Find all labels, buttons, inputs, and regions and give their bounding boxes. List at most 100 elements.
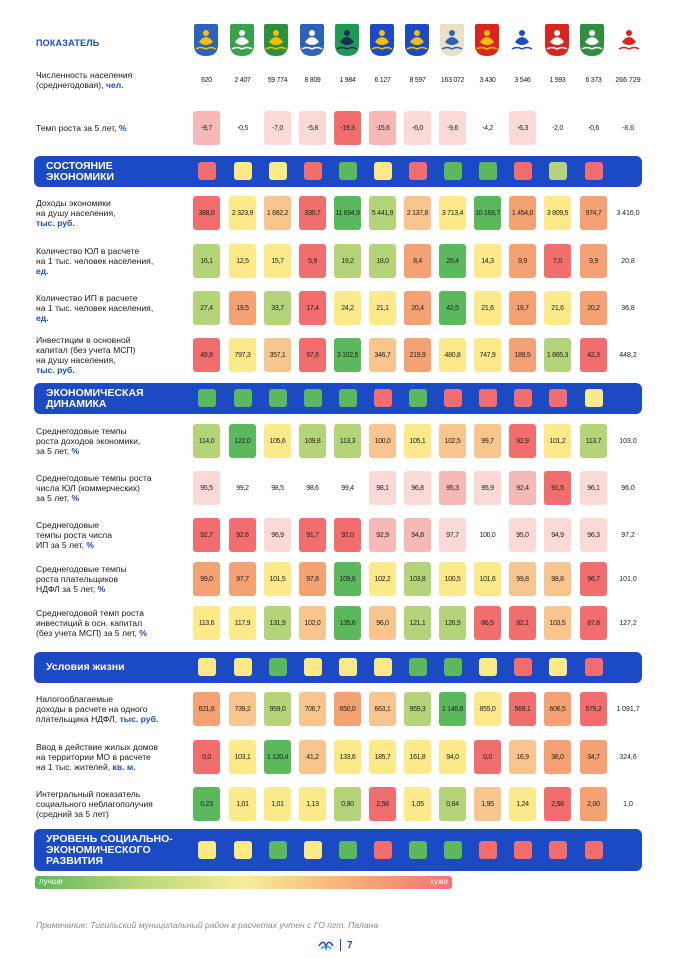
indicator-value-cell: -0,5 — [237, 124, 248, 132]
indicator-value-cell: 96,9 — [264, 518, 291, 552]
indicator-value-cell: 974,7 — [580, 196, 607, 230]
section-title: ЭКОНОМИЧЕСКАЯ ДИНАМИКА — [46, 387, 144, 410]
indicator-row-population: Численность населения (среднегодовая), ч… — [0, 63, 678, 97]
indicator-value-cell: 2 323,9 — [229, 196, 256, 230]
crest-8-icon — [440, 24, 464, 56]
indicator-value-cell: 163 072 — [440, 76, 465, 84]
indicator-value-cell: 121,1 — [404, 606, 431, 640]
indicator-value-cell: 10 168,7 — [474, 196, 501, 230]
indicator-row-taxable: Налогооблагаемые доходы в расчете на одн… — [0, 692, 678, 726]
indicator-value-cell: 113,6 — [193, 606, 220, 640]
indicator-value-cell: -7,0 — [264, 111, 291, 145]
indicator-unit: % — [69, 446, 80, 456]
section-rating-square — [339, 658, 357, 676]
indicator-value-cell: 94,8 — [404, 518, 431, 552]
indicator-value-cell: 3 546 — [514, 76, 531, 84]
indicator-value-cell: 1,05 — [404, 787, 431, 821]
indicator-value-cell: 621,6 — [193, 692, 220, 726]
section-rating-square — [479, 162, 497, 180]
indicator-value-cell: 161,8 — [404, 740, 431, 774]
indicator-label-text: Среднегодовые темпы роста числа ИП за 5 … — [36, 520, 112, 550]
section-rating-square — [479, 841, 497, 859]
crest-10-icon — [510, 24, 534, 56]
indicator-unit: ед. — [36, 313, 49, 323]
indicator-label: Налогооблагаемые доходы в расчете на одн… — [36, 694, 196, 724]
indicator-value-cell: 103,8 — [404, 562, 431, 596]
indicator-value-cell: 480,8 — [439, 338, 466, 372]
indicator-label-text: Ввод в действие жилых домов на территори… — [36, 742, 158, 772]
indicator-value-cell: 100,5 — [439, 562, 466, 596]
indicator-value-cell: 1,24 — [509, 787, 536, 821]
indicator-value-cell: 579,2 — [580, 692, 607, 726]
indicator-value-cell: 100,0 — [479, 531, 496, 539]
indicator-label: Количество ИП в расчете на 1 тыс. челове… — [36, 293, 196, 323]
indicator-value-cell: 97,6 — [299, 338, 326, 372]
section-title: Условия жизни — [46, 661, 125, 673]
indicator-value-cell: 99,2 — [236, 484, 249, 492]
indicator-value-cell: 1,13 — [299, 787, 326, 821]
indicator-value-cell: 105,6 — [264, 424, 291, 458]
indicator-unit: чел. — [103, 80, 124, 90]
section-rating-square — [514, 162, 532, 180]
indicator-value-cell: 1 146,6 — [439, 692, 466, 726]
indicator-value-cell: 20,2 — [580, 291, 607, 325]
section-rating-square — [409, 389, 427, 407]
section-bar-level: УРОВЕНЬ СОЦИАЛЬНО- ЭКОНОМИЧЕСКОГО РАЗВИТ… — [34, 829, 642, 871]
section-rating-square — [444, 658, 462, 676]
indicator-value-cell: 100,0 — [369, 424, 396, 458]
indicator-value-cell: -6,3 — [509, 111, 536, 145]
section-rating-square — [585, 389, 603, 407]
indicator-value-cell: 102,2 — [369, 562, 396, 596]
section-title: СОСТОЯНИЕ ЭКОНОМИКИ — [46, 160, 115, 183]
indicator-value-cell: 96,1 — [580, 471, 607, 505]
region-total-value: 97,2 — [621, 531, 635, 539]
indicator-value-cell: 135,6 — [334, 606, 361, 640]
section-rating-square — [198, 389, 216, 407]
indicator-value-cell: 97,7 — [439, 518, 466, 552]
section-rating-square — [585, 841, 603, 859]
indicator-value-cell: 99,0 — [193, 562, 220, 596]
section-rating-square — [339, 162, 357, 180]
section-rating-square — [549, 658, 567, 676]
section-rating-square — [374, 162, 392, 180]
logo-wave-icon — [318, 941, 334, 951]
section-rating-square — [304, 389, 322, 407]
indicator-value-cell: 131,9 — [264, 606, 291, 640]
indicator-value-cell: 1 682,2 — [264, 196, 291, 230]
indicator-value-cell: 113,7 — [580, 424, 607, 458]
section-rating-square — [269, 841, 287, 859]
section-rating-square — [304, 841, 322, 859]
indicator-value-cell: 330,7 — [299, 196, 326, 230]
indicator-value-cell: 98,8 — [544, 562, 571, 596]
region-total-value: 448,2 — [619, 351, 637, 359]
indicator-row-yul-growth: Среднегодовые темпы роста числа ЮЛ (комм… — [0, 471, 678, 505]
region-total-value: 101,0 — [619, 575, 637, 583]
section-rating-square — [479, 389, 497, 407]
indicator-value-cell: 109,6 — [334, 562, 361, 596]
indicator-value-cell: 388,0 — [193, 196, 220, 230]
indicator-value-cell: 189,5 — [509, 338, 536, 372]
indicator-value-cell: 8 809 — [304, 76, 321, 84]
indicator-value-cell: 101,2 — [544, 424, 571, 458]
indicator-value-cell: -19,3 — [334, 111, 361, 145]
indicator-value-cell: 16,9 — [509, 740, 536, 774]
indicator-value-cell: 99,7 — [474, 424, 501, 458]
indicator-value-cell: 1 120,4 — [264, 740, 291, 774]
indicator-value-cell: 3 430 — [479, 76, 496, 84]
indicator-value-cell: 97,7 — [229, 562, 256, 596]
indicator-value-cell: -15,6 — [369, 111, 396, 145]
indicator-row-invest-growth: Среднегодовой темп роста инвестиций в ос… — [0, 606, 678, 640]
indicator-value-cell: 19,2 — [334, 244, 361, 278]
indicator-row-inc-growth: Среднегодовые темпы роста доходов эконом… — [0, 424, 678, 458]
section-rating-square — [198, 658, 216, 676]
indicator-value-cell: 87,8 — [580, 606, 607, 640]
indicator-value-cell: 9,9 — [509, 244, 536, 278]
indicator-value-cell: 91,5 — [544, 471, 571, 505]
indicator-label-text: Среднегодовые темпы роста плательщиков Н… — [36, 564, 127, 594]
indicator-unit: тыс. руб. — [36, 365, 75, 375]
indicator-value-cell: 16,1 — [193, 244, 220, 278]
indicator-value-cell: 0,90 — [334, 787, 361, 821]
indicator-value-cell: 97,8 — [299, 562, 326, 596]
indicator-label: Среднегодовые темпы роста плательщиков Н… — [36, 564, 196, 594]
